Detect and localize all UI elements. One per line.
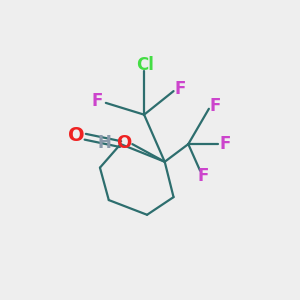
Text: F: F <box>197 167 209 185</box>
Text: F: F <box>210 97 221 115</box>
Text: F: F <box>219 134 231 152</box>
Text: O: O <box>116 134 131 152</box>
Text: F: F <box>92 92 103 110</box>
Text: O: O <box>68 126 85 146</box>
Text: H: H <box>98 134 111 152</box>
Text: F: F <box>174 80 186 98</box>
Text: Cl: Cl <box>136 56 154 74</box>
